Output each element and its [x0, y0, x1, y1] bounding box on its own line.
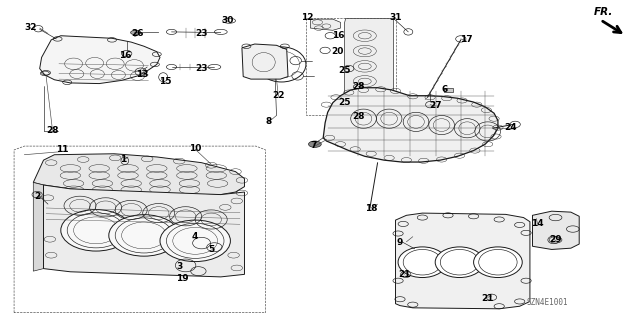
Text: 25: 25	[338, 98, 351, 107]
Bar	[444, 88, 453, 92]
Text: 11: 11	[56, 145, 69, 154]
Polygon shape	[310, 19, 340, 30]
Text: 15: 15	[159, 77, 172, 86]
Text: 31: 31	[389, 13, 402, 22]
Text: 22: 22	[272, 91, 285, 100]
Text: 32: 32	[24, 23, 37, 32]
Text: 8: 8	[266, 117, 272, 126]
Text: 23: 23	[195, 64, 208, 73]
Text: 18: 18	[365, 204, 378, 213]
Text: 12: 12	[301, 13, 314, 22]
Text: 5: 5	[208, 245, 214, 254]
Ellipse shape	[61, 210, 131, 251]
Text: 21: 21	[481, 294, 494, 303]
Text: 28: 28	[352, 82, 365, 91]
Ellipse shape	[398, 247, 447, 278]
Text: 7: 7	[310, 141, 317, 150]
Polygon shape	[323, 88, 498, 162]
Text: 16: 16	[118, 51, 131, 60]
Ellipse shape	[160, 220, 230, 262]
Text: 14: 14	[531, 219, 544, 228]
Text: 29: 29	[549, 235, 562, 244]
Polygon shape	[44, 185, 244, 277]
Text: FR.: FR.	[594, 7, 613, 17]
Polygon shape	[40, 36, 160, 84]
Text: SZN4E1001: SZN4E1001	[526, 298, 568, 307]
Text: 26: 26	[131, 29, 144, 38]
Text: 13: 13	[136, 70, 148, 79]
Text: 10: 10	[189, 144, 202, 153]
Text: 3: 3	[176, 262, 182, 271]
Ellipse shape	[435, 247, 484, 278]
Text: 19: 19	[176, 274, 189, 283]
Text: 9: 9	[397, 238, 403, 247]
Text: 21: 21	[398, 271, 411, 279]
Polygon shape	[33, 182, 44, 271]
Text: 16: 16	[332, 31, 344, 40]
Polygon shape	[344, 19, 394, 112]
Text: 2: 2	[34, 192, 40, 201]
Text: 1: 1	[120, 155, 127, 164]
Ellipse shape	[308, 141, 321, 147]
Text: 6: 6	[442, 85, 448, 94]
Polygon shape	[242, 44, 288, 79]
Text: 28: 28	[352, 112, 365, 121]
Text: 4: 4	[192, 232, 198, 241]
Ellipse shape	[109, 215, 179, 256]
Text: 25: 25	[338, 66, 351, 75]
Text: 28: 28	[46, 126, 59, 135]
Text: 30: 30	[221, 16, 234, 25]
Polygon shape	[396, 213, 530, 309]
Polygon shape	[33, 154, 244, 195]
Text: 27: 27	[429, 101, 442, 110]
Text: 20: 20	[332, 47, 344, 56]
Ellipse shape	[474, 247, 522, 278]
Text: 17: 17	[460, 35, 472, 44]
Ellipse shape	[131, 30, 141, 35]
Polygon shape	[532, 211, 579, 249]
Text: 23: 23	[195, 29, 208, 38]
Text: 24: 24	[504, 123, 517, 132]
